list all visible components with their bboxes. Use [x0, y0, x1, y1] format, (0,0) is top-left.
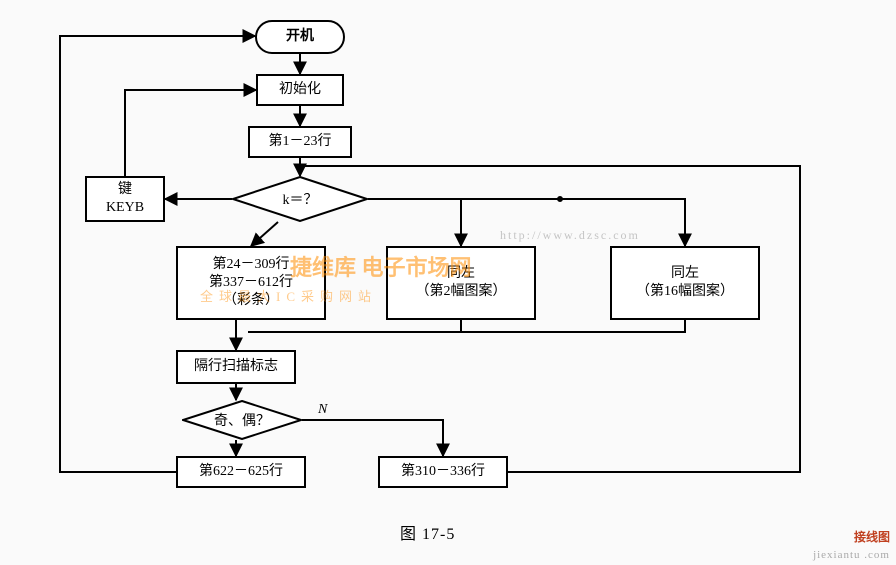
lines-1-23-label: 第1－23行 [269, 133, 332, 151]
keyb-process: 键 KEYB [85, 176, 165, 222]
watermark-url: http://www.dzsc.com [500, 228, 640, 243]
corner-url: jiexiantu .com [813, 549, 890, 561]
parity-decision: 奇、偶？ [182, 400, 302, 440]
lines-622-label: 第622－625行 [199, 463, 283, 481]
keyb-label: 键 KEYB [106, 181, 144, 217]
lines-310-label: 第310－336行 [401, 463, 485, 481]
pattern-1-process: 第24－309行 第337－612行 （彩条） [176, 246, 326, 320]
pattern-2-label: 同左 （第2幅图案） [416, 265, 507, 301]
k-decision: k＝？ [232, 176, 368, 222]
pattern-2-process: 同左 （第2幅图案） [386, 246, 536, 320]
init-label: 初始化 [279, 81, 321, 99]
corner-brand: 接线图 [854, 528, 890, 545]
figure-caption: 图 17-5 [400, 520, 455, 544]
parity-n-label: N [318, 402, 327, 418]
lines-1-23-process: 第1－23行 [248, 126, 352, 158]
parity-decision-label: 奇、偶？ [214, 410, 270, 430]
k-decision-label: k＝？ [283, 189, 318, 209]
start-terminal: 开机 [255, 20, 345, 54]
interlace-label: 隔行扫描标志 [194, 358, 278, 376]
interlace-process: 隔行扫描标志 [176, 350, 296, 384]
start-label: 开机 [286, 28, 314, 46]
pattern-16-label: 同左 （第16幅图案） [636, 265, 734, 301]
pattern-16-process: 同左 （第16幅图案） [610, 246, 760, 320]
lines-622-process: 第622－625行 [176, 456, 306, 488]
lines-310-process: 第310－336行 [378, 456, 508, 488]
pattern-1-label: 第24－309行 第337－612行 （彩条） [209, 256, 293, 311]
init-process: 初始化 [256, 74, 344, 106]
